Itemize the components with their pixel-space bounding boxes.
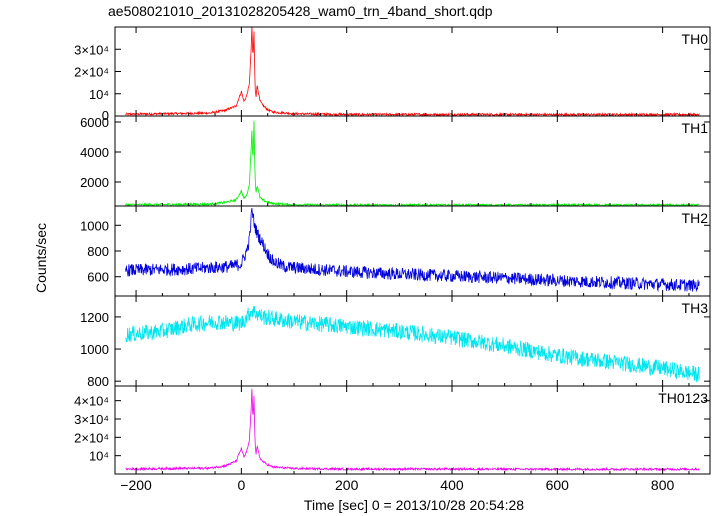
y-tick-label: 800: [87, 374, 109, 389]
x-axis-label: Time [sec] 0 = 2013/10/28 20:54:28: [304, 497, 524, 513]
panel-frame: [114, 295, 711, 387]
panel-label: TH0: [682, 31, 709, 47]
y-tick-label-zero: 0: [102, 108, 109, 123]
panel-frame: [114, 115, 711, 207]
panel-frame: [114, 205, 711, 297]
series-line-th0: [125, 27, 700, 116]
x-tick-label: −200: [120, 477, 152, 493]
panel-label: TH2: [682, 210, 709, 226]
panel-th0: 10⁴ 2×10⁴ 3×10⁴ 0 TH0: [74, 26, 711, 123]
x-tick-label: 800: [651, 477, 675, 493]
y-tick-label: 3×10⁴: [74, 412, 109, 427]
x-tick-labels: −200 0 200 400 600 800: [120, 477, 674, 493]
y-tick-label: 2×10⁴: [74, 65, 109, 80]
panel-th0123: 10⁴ 2×10⁴ 3×10⁴ 4×10⁴ TH0123: [74, 385, 711, 475]
y-tick-label: 1000: [80, 218, 109, 233]
y-axis-label: Counts/sec: [33, 223, 49, 293]
y-tick-label: 4×10⁴: [74, 394, 109, 409]
chart-title: ae508021010_20131028205428_wam0_trn_4ban…: [108, 3, 493, 19]
x-tick-label: 200: [335, 477, 359, 493]
y-tick-label: 6000: [80, 115, 109, 130]
panel-th1: 2000 4000 6000 TH1: [80, 115, 711, 207]
panel-th3: 800 1000 1200 TH3: [80, 295, 711, 389]
y-tick-label: 4000: [80, 145, 109, 160]
y-tick-label: 2000: [80, 175, 109, 190]
series-line-th3: [125, 305, 700, 383]
y-tick-label: 800: [87, 244, 109, 259]
series-line-th0123: [125, 388, 700, 472]
y-tick-label: 3×10⁴: [74, 42, 109, 57]
x-tick-label: 400: [440, 477, 464, 493]
y-tick-label: 1200: [80, 310, 109, 325]
panel-label: TH3: [682, 300, 709, 316]
series-line-th2: [125, 207, 700, 292]
y-tick-label: 1000: [80, 342, 109, 357]
y-tick-label: 10⁴: [89, 449, 109, 464]
panel-label: TH0123: [658, 390, 708, 406]
y-tick-label: 10⁴: [89, 87, 109, 102]
panel-label: TH1: [682, 120, 709, 136]
y-tick-label: 600: [87, 270, 109, 285]
x-tick-label: 0: [237, 477, 245, 493]
panel-frame: [114, 26, 711, 117]
panel-th2: 600 800 1000 TH2: [80, 205, 711, 297]
panel-frame: [114, 385, 711, 475]
y-tick-label: 2×10⁴: [74, 430, 109, 445]
series-line-th1: [125, 120, 700, 206]
x-tick-label: 600: [546, 477, 570, 493]
